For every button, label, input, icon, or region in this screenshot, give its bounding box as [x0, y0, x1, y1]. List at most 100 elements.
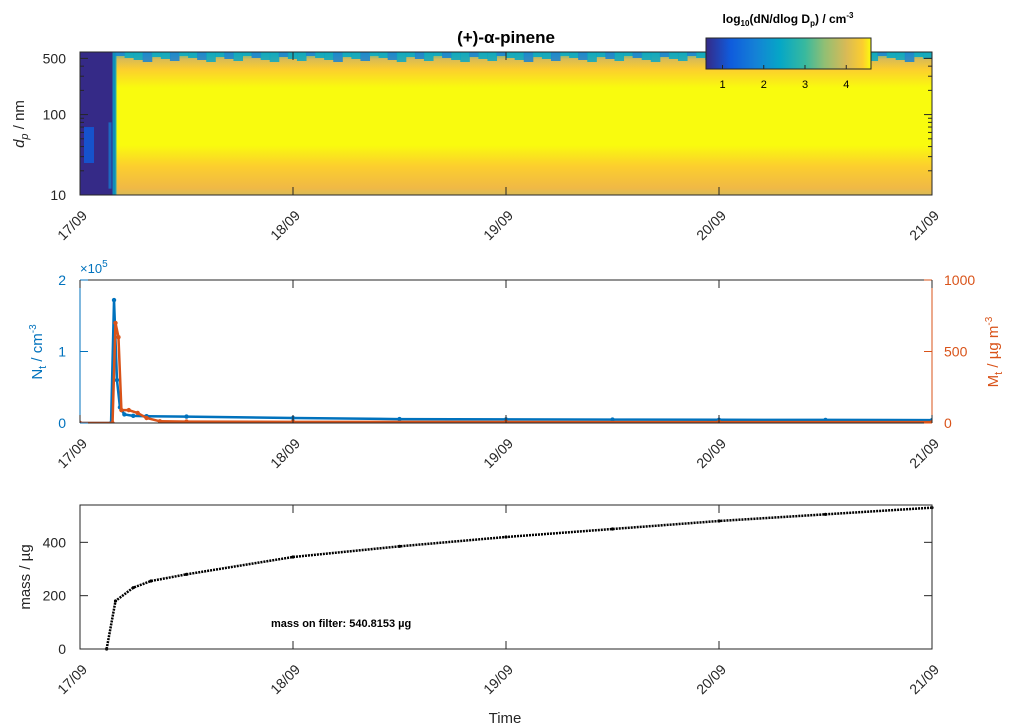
mass-x-tick-label: 17/09 — [54, 661, 90, 697]
heatmap-onset-streak — [112, 52, 117, 195]
ts-left-y-label-tail: / cm — [29, 333, 46, 366]
heatmap-edge-noise — [206, 52, 216, 62]
heatmap-edge-noise — [215, 52, 225, 57]
heatmap-edge-noise — [451, 52, 461, 60]
series-point-1 — [184, 419, 189, 423]
colorbar-label-part-2: 10 — [741, 19, 750, 28]
figure-title: (+)-α-pinene — [457, 28, 555, 47]
heatmap-edge-noise — [641, 52, 652, 60]
heatmap-edge-noise — [269, 52, 280, 62]
heatmap-y-tick-label: 500 — [43, 50, 67, 66]
heatmap-x-tick-label: 18/09 — [267, 207, 303, 243]
heatmap-edge-noise — [677, 52, 688, 61]
series-point-1 — [116, 335, 121, 340]
series-point-1 — [126, 407, 132, 413]
heatmap-y-tick-label: 10 — [50, 187, 66, 203]
heatmap-edge-noise — [913, 52, 924, 57]
heatmap-edge-noise — [687, 52, 697, 56]
colorbar-label-part-1: log — [723, 12, 741, 26]
colorbar-ticks: 1 2 3 4 — [719, 65, 849, 91]
heatmap-edge-noise — [505, 52, 516, 58]
heatmap-edge-noise — [179, 52, 189, 56]
mass-point — [184, 572, 189, 576]
heatmap-x-tick-label: 21/09 — [906, 207, 942, 243]
heatmap-edge-noise — [560, 52, 570, 56]
heatmap-edge-noise — [160, 52, 171, 59]
ts-left-y-tick-label: 1 — [58, 344, 66, 360]
heatmap-edge-noise — [360, 52, 371, 61]
ts-left-y-label: Nt / cm-3 — [28, 324, 49, 380]
series-point-0 — [114, 377, 120, 383]
ts-left-multiplier: ×105 — [80, 259, 108, 276]
heatmap-edge-noise — [333, 52, 343, 62]
heatmap-edge-noise — [351, 52, 361, 59]
heatmap-edge-noise — [650, 52, 661, 62]
mass-y-tick-label: 0 — [58, 641, 66, 657]
ts-x-tick-label: 21/09 — [906, 435, 942, 471]
heatmap-edge-noise — [514, 52, 525, 60]
series-point-1 — [119, 407, 124, 413]
heatmap-edge-noise — [632, 52, 643, 58]
mass-x-tick-label: 19/09 — [480, 661, 516, 697]
time-series-data — [80, 297, 932, 423]
heatmap-edge-noise — [151, 52, 162, 57]
colorbar-tick-label: 1 — [719, 79, 725, 91]
colorbar-tick-label: 2 — [761, 79, 767, 91]
heatmap-edge-noise — [124, 52, 135, 58]
heatmap-edge-noise — [197, 52, 207, 60]
heatmap-edge-noise — [115, 52, 126, 56]
ts-x-ticks: 17/09 18/09 19/09 20/09 21/09 — [54, 280, 942, 471]
heatmap-plateau — [115, 52, 932, 195]
ts-left-y-label-sub: t — [37, 366, 49, 369]
mass-data — [105, 506, 934, 651]
heatmap-edge-noise — [414, 52, 425, 59]
series-point-1 — [144, 415, 149, 421]
heatmap-edge-noise — [423, 52, 434, 61]
series-point-1 — [135, 410, 140, 416]
mass-x-ticks: 17/09 18/09 19/09 20/09 21/09 — [54, 505, 942, 697]
heatmap-edge-noise — [433, 52, 443, 56]
series-point-0 — [122, 412, 127, 417]
heatmap-x-tick-label: 20/09 — [693, 207, 729, 243]
heatmap-edge-noise — [550, 52, 561, 61]
heatmap-edge-noise — [251, 52, 262, 58]
series-point-0 — [131, 413, 136, 419]
heatmap-edge-noise — [188, 52, 198, 58]
series-point-1 — [80, 420, 83, 423]
mass-axes-box — [79, 504, 933, 650]
heatmap-edge-noise — [296, 52, 307, 61]
heatmap-edge-noise — [396, 52, 407, 62]
heatmap-edge-noise — [487, 52, 498, 61]
heatmap-edge-noise — [133, 52, 144, 60]
heatmap-edge-noise — [278, 52, 289, 57]
heatmap-edge-noise — [242, 52, 253, 56]
mass-y-tick-label: 400 — [43, 534, 67, 550]
heatmap-edge-noise — [478, 52, 488, 59]
heatmap-edge-noise — [342, 52, 352, 57]
heatmap-x-tick-label: 19/09 — [480, 207, 516, 243]
heatmap-y-label-tail: / nm — [11, 100, 28, 133]
series-point-1 — [929, 419, 932, 423]
heatmap-edge-noise — [659, 52, 670, 57]
heatmap-edge-noise — [233, 52, 244, 61]
heatmap-edge-noise — [886, 52, 897, 58]
mass-point — [113, 599, 118, 603]
heatmap-y-ticks: 10 100 500 — [43, 50, 932, 203]
colorbar-tick-label: 4 — [843, 79, 849, 91]
heatmap-y-label-main: d — [11, 139, 28, 148]
series-point-1 — [110, 420, 115, 423]
mass-point — [610, 527, 615, 531]
mass-annotation: mass on filter: 540.8153 µg — [271, 618, 411, 630]
heatmap-early-mode — [84, 127, 94, 163]
heatmap-edge-noise — [587, 52, 597, 62]
heatmap-edge-noise — [496, 52, 507, 56]
ts-x-tick-label: 20/09 — [693, 435, 729, 471]
series-point-1 — [157, 419, 163, 423]
colorbar-label-part-5: ) / cm — [815, 12, 846, 26]
heatmap-edge-noise — [569, 52, 579, 58]
heatmap-edge-noise — [387, 52, 398, 60]
series-line-0 — [80, 299, 932, 423]
colorbar: 1 2 3 4 log10(dN/dlog Dp) / cm-3 — [705, 11, 872, 91]
heatmap-edge-noise — [614, 52, 625, 61]
heatmap-edge-noise — [142, 52, 153, 62]
